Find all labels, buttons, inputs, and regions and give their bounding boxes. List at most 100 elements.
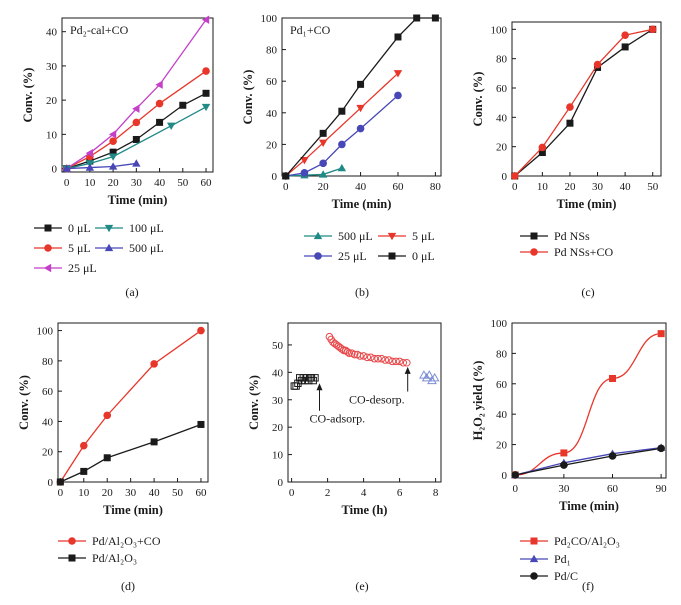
data-point [202,67,210,75]
data-point [403,358,411,367]
panel-title: Pd₁+CO [290,23,331,37]
series-line [66,162,137,170]
legend-label: Pd NSs+CO [554,245,613,259]
y-tick-label: 0 [48,477,54,489]
x-axis-label: Time (min) [559,499,619,513]
data-point [350,350,359,359]
legend-marker [44,244,52,252]
data-point [62,164,71,172]
data-point [356,352,364,360]
data-point [132,118,141,127]
series-f-2 [511,444,665,479]
data-point [608,452,617,460]
series-d-1 [56,420,205,486]
series-line [514,28,654,177]
data-point [593,60,602,69]
annotation-label: CO-desorp. [349,393,405,407]
legend-label: Pd/Al₂O₃ [92,551,137,565]
y-tick-label: 60 [496,83,508,95]
data-point [424,370,435,379]
series-line [66,70,207,170]
data-point [427,375,437,385]
data-point [357,80,365,88]
y-tick-label: 40 [496,112,508,124]
x-tick-label: 0 [289,487,295,499]
data-point [85,163,95,171]
x-tick-label: 40 [149,487,161,499]
series-a-4 [62,159,141,172]
series-line [285,17,436,177]
series-b-2 [281,70,403,181]
y-tick-label: 60 [42,386,54,398]
y-tick-label: 60 [266,76,278,88]
data-point [80,467,88,475]
data-point [108,130,117,139]
x-tick-label: 10 [537,181,549,193]
y-tick-label: 80 [266,45,278,57]
data-point [343,347,352,356]
x-tick-label: 60 [607,483,619,495]
x-tick-label: 30 [592,181,604,193]
x-tick-label: 40 [355,181,367,193]
y-tick-label: 20 [42,447,54,459]
panel-d: 0 10 20 30 40 50 60 0 20 40 60 80 100 Time (min) Conv.… [17,322,209,593]
data-point [385,356,393,364]
data-point [359,352,368,360]
panel-title: Pd₂-cal+CO [70,23,129,37]
data-point [392,357,400,366]
legend-item: 0 μL [34,221,91,235]
y-tick-label: 40 [42,416,54,428]
legend-marker [104,243,114,252]
panel-label: (e) [355,579,368,593]
legend-item: Pd/Al₂O₃+CO [58,534,161,548]
y-tick-label: 80 [496,54,508,66]
legend-label: 500 μL [129,241,164,255]
legend-item: 25 μL [34,261,97,275]
panel-c: 0 10 20 30 40 50 0 20 40 60 80 100 Time (min) Conv. (… [471,21,662,299]
data-point [370,354,379,363]
data-point [538,149,546,157]
y-tick-label: 10 [272,450,284,462]
legend-marker [530,232,538,240]
x-tick-label: 40 [620,181,632,193]
series-e-2 [419,370,440,385]
x-tick-label: 60 [195,487,207,499]
y-tick-label: 0 [502,171,508,183]
legend-marker [530,248,538,256]
y-tick-label: 100 [261,13,278,25]
data-point [319,159,327,168]
panel-f: 0 30 60 90 0 20 40 60 80 100 Time (min) H₂O₂ yield … [471,318,667,593]
data-point [337,163,347,172]
data-point [657,444,665,453]
legend-label: 100 μL [129,221,164,235]
legend-marker [388,252,396,260]
data-point [201,103,211,112]
plot-frame-a [61,17,214,173]
data-point [367,353,375,362]
x-tick-label: 50 [177,177,189,189]
legend-item: 100 μL [95,221,164,235]
plot-frame-b [281,17,442,177]
data-point [150,438,158,446]
x-tick-label: 6 [397,487,403,499]
y-tick-label: 40 [272,367,284,379]
data-point [311,374,319,382]
x-axis-label: Time (min) [108,193,168,207]
plot-frame-e [287,322,442,483]
x-tick-label: 2 [325,487,331,499]
x-tick-label: 50 [647,181,659,193]
data-point [179,101,187,109]
annotation-arrowhead [404,366,411,374]
y-tick-label: 20 [272,422,284,434]
data-point [377,354,386,363]
data-point [609,374,617,382]
legend-label: Pd₁ [554,552,571,566]
data-point [538,143,547,152]
legend-marker [68,554,76,562]
x-tick-label: 60 [392,181,404,193]
y-tick-label: 0 [278,477,284,489]
data-point [318,139,328,148]
legend-marker [104,224,114,233]
y-tick-label: 20 [46,95,58,107]
legend-label: Pd₂CO/Al₂O₃ [554,534,620,548]
